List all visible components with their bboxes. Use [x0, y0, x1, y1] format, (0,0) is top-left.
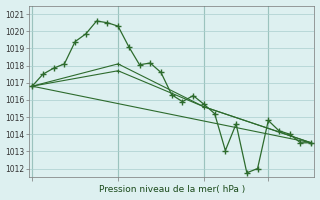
X-axis label: Pression niveau de la mer( hPa ): Pression niveau de la mer( hPa )	[99, 185, 245, 194]
